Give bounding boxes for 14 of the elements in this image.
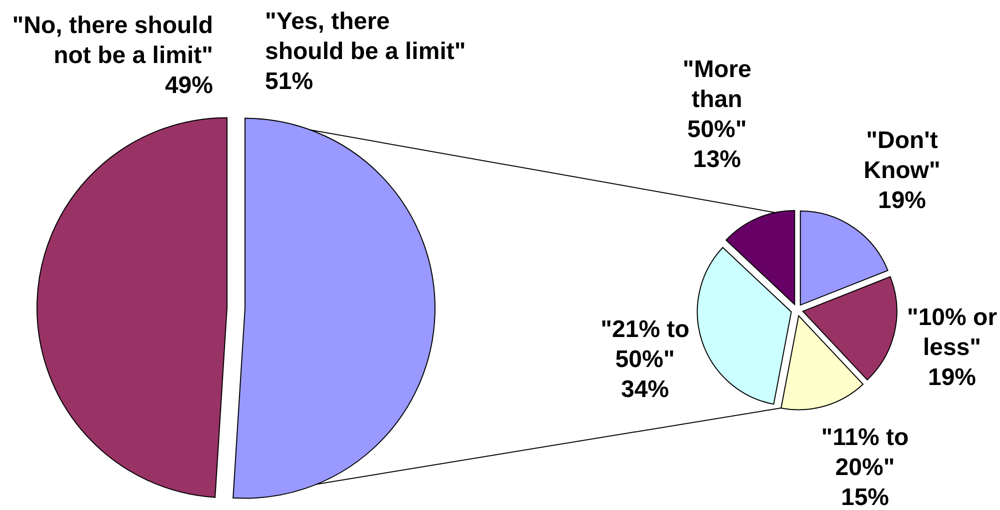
data-label: 15%: [840, 484, 890, 510]
slice-label: "10% or less": [906, 304, 998, 361]
data-label: 13%: [692, 146, 742, 173]
slice-label: "More than 50%": [682, 56, 752, 143]
data-label: 19%: [928, 364, 976, 391]
slice-label: "21% to 50%": [600, 316, 690, 373]
slice-label: "Yes, there should be a limit": [265, 8, 466, 65]
slice-label: "11% to 20%": [821, 424, 909, 481]
data-label: 19%: [878, 187, 926, 214]
data-label: 49%: [164, 72, 213, 99]
data-label: 34%: [620, 376, 670, 403]
slice-label: "Don't Know": [864, 127, 940, 184]
slice-label: "No, there should not be a limit": [12, 12, 213, 69]
data-label: 51%: [265, 68, 314, 95]
